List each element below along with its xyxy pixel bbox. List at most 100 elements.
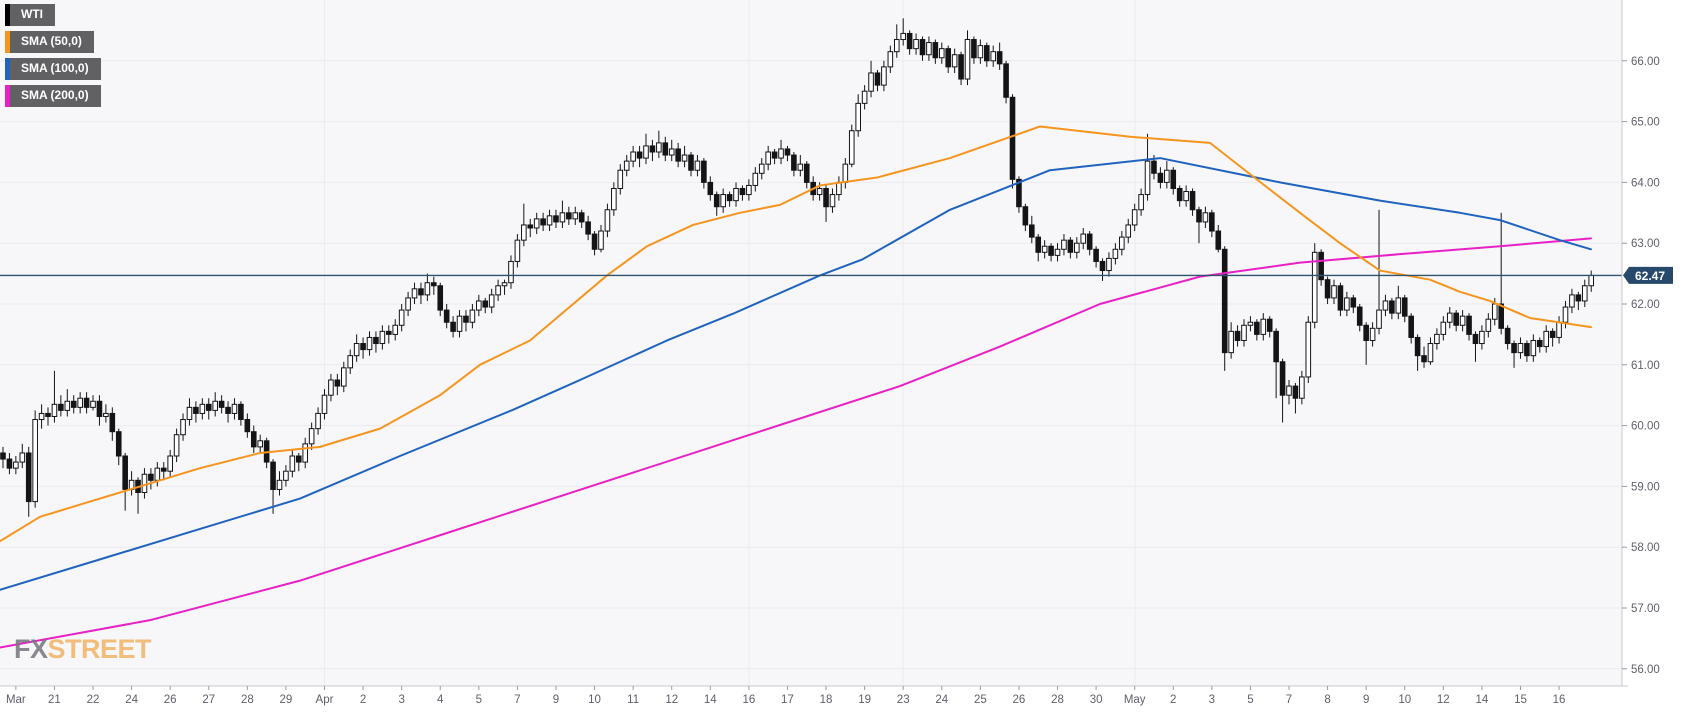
candle [476, 294, 482, 317]
candle [1331, 279, 1337, 304]
x-tick-label: 25 [974, 694, 987, 706]
candle [115, 428, 122, 466]
candle [1183, 185, 1189, 207]
legend-item-wti[interactable]: WTI [5, 4, 55, 26]
x-tick-label: 26 [164, 694, 177, 706]
candle [784, 145, 791, 162]
candle [1254, 319, 1260, 341]
candle [1498, 212, 1504, 335]
x-tick-label: 5 [1247, 694, 1253, 706]
candle [1170, 167, 1177, 195]
candle [0, 446, 6, 469]
x-tick-label: Mar [6, 694, 26, 706]
candle [1517, 337, 1524, 359]
candle [1260, 313, 1267, 341]
candle [418, 282, 424, 304]
x-tick-label: 18 [820, 694, 833, 706]
candle [1311, 243, 1318, 329]
candle [1382, 294, 1389, 317]
candle [392, 319, 399, 341]
candle [411, 282, 418, 304]
candle [1530, 334, 1537, 362]
candle [1356, 304, 1363, 332]
candle [431, 276, 437, 295]
x-tick-label: 4 [437, 694, 444, 706]
candle [926, 36, 932, 61]
candle [1099, 258, 1106, 281]
candle [521, 203, 527, 247]
x-tick-label: 22 [87, 694, 100, 706]
candle [1466, 313, 1472, 341]
y-tick-label: 60.00 [1631, 421, 1660, 433]
sma-50-line [0, 125, 1592, 543]
candle [900, 18, 907, 46]
candle [1138, 188, 1144, 216]
candle [45, 407, 51, 426]
candle [1125, 218, 1132, 244]
candle [546, 209, 553, 232]
x-tick-label: 10 [1398, 694, 1411, 706]
candle [1234, 325, 1241, 347]
x-tick-label: 2 [1170, 694, 1176, 706]
candle [932, 39, 939, 64]
y-tick-label: 59.00 [1631, 481, 1660, 493]
candle [1299, 370, 1305, 405]
x-tick-label: 8 [1324, 694, 1330, 706]
candle [379, 325, 386, 350]
candle [559, 200, 566, 228]
candle [1157, 167, 1164, 189]
candle [122, 452, 128, 511]
legend-item-sma-100[interactable]: SMA (100,0) [5, 58, 101, 80]
candle [1202, 206, 1209, 228]
candle [1434, 328, 1440, 350]
candle [713, 191, 720, 216]
candle [848, 124, 855, 168]
y-axis[interactable]: 66.00 65.00 64.00 63.00 62.00 61.00 60.00 59.00… [1622, 56, 1660, 676]
candle [1408, 313, 1414, 344]
y-tick-label: 61.00 [1631, 360, 1660, 372]
candle [373, 331, 379, 353]
candle [874, 69, 881, 92]
candle [302, 437, 309, 469]
x-tick-label: 12 [665, 694, 678, 706]
candle [668, 139, 675, 162]
x-axis[interactable]: Mar 21 22 24 26 27 28 29 Apr 2 3 4 5 7 9 10 11 12 14 16 17 18… [6, 686, 1566, 706]
candle [1344, 291, 1350, 317]
candle [225, 401, 231, 423]
candle [366, 331, 373, 356]
candle [1511, 340, 1517, 368]
candle [1029, 215, 1035, 244]
legend-item-sma-200[interactable]: SMA (200,0) [5, 85, 101, 107]
candle [360, 337, 366, 359]
candle [353, 334, 360, 362]
x-tick-label: 28 [1051, 694, 1064, 706]
candle [771, 148, 778, 165]
candle [257, 434, 263, 453]
plot-background [0, 0, 1622, 686]
candle [218, 395, 225, 414]
candle [701, 158, 707, 189]
x-tick-label: 19 [858, 694, 871, 706]
candle [51, 370, 58, 423]
watermark-street: STREET [47, 634, 152, 664]
candle [1176, 185, 1183, 207]
x-tick-label: 16 [1553, 694, 1566, 706]
watermark-fx: FX [14, 634, 48, 664]
x-tick-label: 21 [48, 694, 61, 706]
candle [295, 452, 302, 472]
candle [1035, 234, 1042, 262]
candle [77, 392, 83, 414]
candle [733, 182, 739, 207]
legend-item-sma-50[interactable]: SMA (50,0) [5, 31, 94, 53]
candle [308, 422, 315, 450]
candle [1009, 94, 1016, 189]
candle [855, 94, 861, 137]
candle [386, 325, 392, 344]
x-tick-label: 24 [935, 694, 948, 706]
candle [1440, 316, 1447, 341]
candle [797, 155, 804, 177]
candle [1485, 313, 1492, 338]
candle [1041, 240, 1048, 259]
y-tick-label: 64.00 [1631, 177, 1660, 189]
